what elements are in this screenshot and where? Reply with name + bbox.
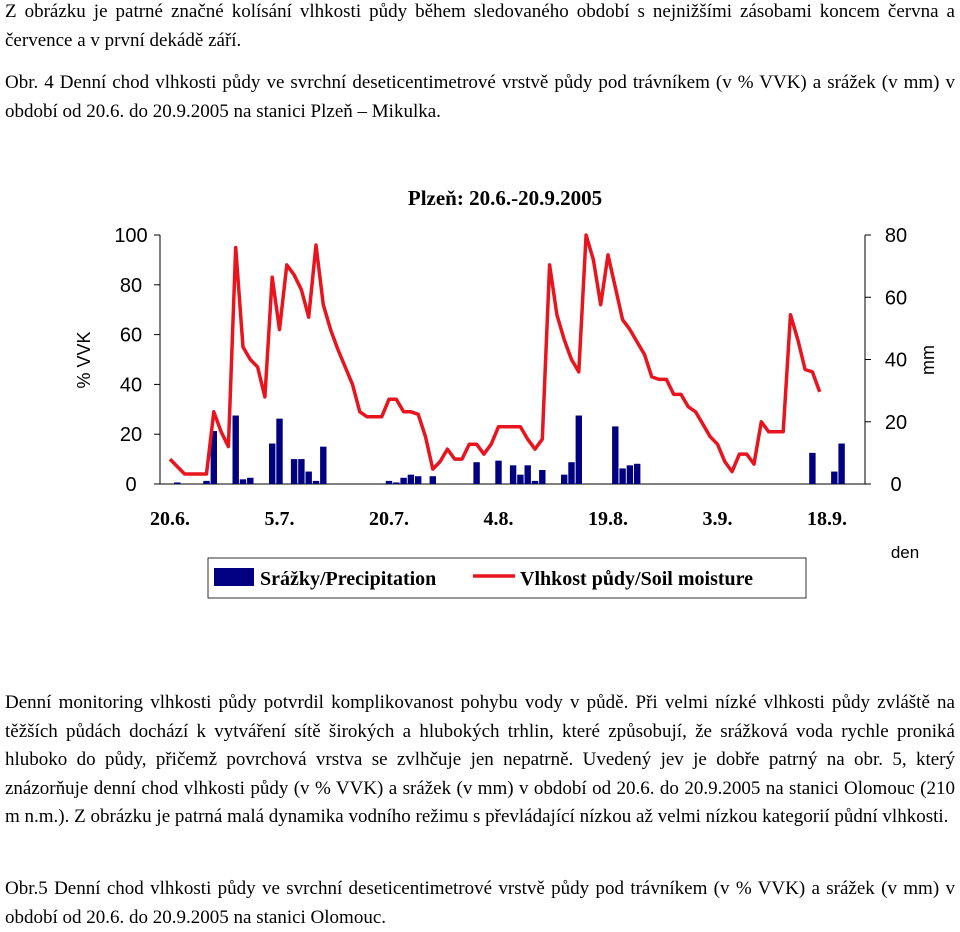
precip-bar	[210, 431, 217, 484]
right-tick-label: 60	[885, 287, 907, 309]
right-axis-label: mm	[918, 345, 938, 375]
left-tick-label: 40	[120, 374, 142, 396]
left-tick-label: 80	[120, 275, 142, 297]
x-tick-label: 19.8.	[588, 508, 628, 530]
left-tick-label: 20	[120, 424, 142, 446]
precip-bar	[174, 482, 181, 484]
precip-bar	[400, 477, 407, 484]
precip-bar	[305, 471, 312, 484]
chart-legend: Srážky/Precipitation Vlhkost půdy/Soil m…	[207, 557, 807, 599]
precip-bar	[290, 459, 298, 484]
legend-moisture-label: Vlhkost půdy/Soil moisture	[520, 568, 753, 590]
precip-bar	[838, 443, 845, 484]
precip-bar	[831, 471, 838, 484]
precip-bar	[393, 482, 400, 484]
figure-4-caption: Obr. 4 Denní chod vlhkosti půdy ve svrch…	[5, 72, 955, 122]
precip-bar	[276, 418, 283, 484]
left-axis-ticks: 0 20 40 60 80 100	[114, 225, 160, 496]
x-axis-label: den	[891, 543, 919, 562]
intro-paragraph: Z obrázku je patrné značné kolísání vlhk…	[5, 1, 955, 51]
precip-bar	[312, 480, 320, 484]
x-axis-ticks: 20.6. 5.7. 20.7. 4.8. 19.8. 3.9. 18.9.	[150, 508, 847, 530]
x-tick-label: 5.7.	[265, 508, 295, 530]
precip-bar	[626, 465, 634, 484]
legend-precip-swatch	[214, 568, 254, 586]
precip-bar	[634, 463, 641, 484]
left-tick-label: 60	[120, 325, 142, 347]
legend-precip-label: Srážky/Precipitation	[260, 568, 436, 590]
precip-bar	[407, 474, 415, 484]
precip-bar	[809, 452, 816, 484]
precip-bar	[298, 459, 305, 484]
precip-bar	[612, 426, 619, 484]
precip-bar	[247, 477, 254, 484]
precip-bar	[509, 465, 517, 484]
precip-bar	[232, 415, 239, 484]
precip-bar	[561, 474, 568, 484]
soil-moisture-line	[168, 233, 822, 476]
right-tick-label: 40	[885, 350, 907, 372]
precip-bar	[575, 415, 582, 484]
precip-bar	[531, 480, 539, 484]
precip-bar	[203, 480, 210, 484]
precip-bar	[269, 443, 276, 484]
body-paragraph: Denní monitoring vlhkosti půdy potvrdil …	[5, 692, 955, 827]
right-axis-ticks: 0 20 40 60 80	[865, 225, 907, 496]
precip-bar	[619, 468, 626, 484]
figure-5-caption: Obr.5 Denní chod vlhkosti půdy ve svrchn…	[5, 878, 955, 928]
precip-bar	[239, 479, 247, 484]
right-tick-label: 0	[890, 474, 901, 496]
precip-bar	[539, 469, 546, 484]
precip-bar	[517, 474, 524, 484]
precip-bar	[524, 465, 531, 484]
legend-box	[207, 557, 807, 599]
x-tick-label: 4.8.	[484, 508, 514, 530]
x-tick-label: 20.6.	[150, 508, 190, 530]
precip-bar	[473, 462, 480, 484]
right-tick-label: 20	[885, 412, 907, 434]
precip-bar	[568, 462, 575, 484]
precipitation-bars	[174, 415, 845, 484]
precip-bar	[495, 460, 502, 484]
soil-moisture-chart: Plzeň: 20.6.-20.9.2005 0 20 40 60 80 100 0 20 4…	[74, 186, 938, 599]
left-tick-label: 100	[114, 225, 147, 247]
precip-bar	[429, 476, 436, 484]
x-tick-label: 18.9.	[807, 508, 847, 530]
precip-bar	[385, 480, 393, 484]
x-tick-label: 3.9.	[703, 508, 733, 530]
precip-bar	[415, 476, 422, 484]
left-axis-label: % VVK	[74, 331, 94, 388]
x-tick-label: 20.7.	[369, 508, 409, 530]
precip-bar	[320, 446, 327, 484]
right-tick-label: 80	[885, 225, 907, 247]
left-tick-label: 0	[125, 474, 136, 496]
chart-title: Plzeň: 20.6.-20.9.2005	[408, 186, 602, 210]
